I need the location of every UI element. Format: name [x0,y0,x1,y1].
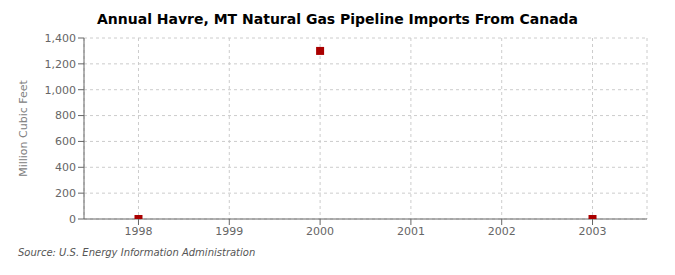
svg-text:1998: 1998 [124,225,152,238]
svg-text:1,400: 1,400 [45,32,77,45]
svg-text:2002: 2002 [488,225,516,238]
svg-text:200: 200 [55,187,76,200]
svg-text:1,000: 1,000 [45,84,77,97]
svg-text:2003: 2003 [579,225,607,238]
svg-text:400: 400 [55,161,76,174]
svg-text:Million Cubic Feet: Million Cubic Feet [17,79,30,176]
svg-text:600: 600 [55,135,76,148]
svg-text:1,200: 1,200 [45,58,77,71]
svg-text:800: 800 [55,109,76,122]
svg-text:2000: 2000 [306,225,334,238]
html-text:Source: U.S. Energy Informatio: Source: U.S. Energy Information Administ… [18,247,256,258]
svg-text:2001: 2001 [397,225,425,238]
svg-text:0: 0 [69,213,76,226]
html-text:Annual Havre, MT Natural Gas P: Annual Havre, MT Natural Gas Pipeline Im… [97,11,578,27]
svg-text:1999: 1999 [215,225,243,238]
